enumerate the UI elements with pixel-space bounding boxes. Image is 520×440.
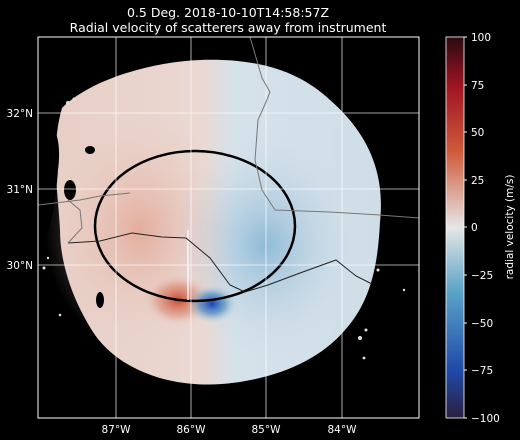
chart-title-line1: 0.5 Deg. 2018-10-10T14:58:57Z [127, 5, 329, 20]
colorbar-tick: −100 [464, 413, 500, 425]
x-axis: 87°W 86°W 85°W 84°W [102, 424, 358, 436]
colorbar-tick-label: 100 [471, 32, 491, 44]
colorbar-tick-label: −100 [471, 413, 500, 425]
plot-area [38, 37, 419, 418]
colorbar-tick-label: −75 [471, 365, 493, 377]
x-tick-label: 85°W [252, 424, 282, 436]
colorbar-tick: −25 [464, 270, 493, 282]
y-tick-label: 31°N [7, 184, 33, 196]
colorbar-tick: 0 [464, 222, 478, 234]
colorbar-tick-label: 25 [471, 175, 484, 187]
colorbar-tick: 25 [464, 175, 484, 187]
x-tick-label: 87°W [102, 424, 132, 436]
x-tick-label: 84°W [328, 424, 358, 436]
colorbar-tick-label: 75 [471, 80, 484, 92]
colorbar-tick: −75 [464, 365, 493, 377]
echo-blue-core [186, 284, 238, 324]
colorbar-gradient [446, 37, 464, 418]
colorbar-tick-label: 0 [471, 222, 478, 234]
y-tick-label: 30°N [7, 260, 33, 272]
colorbar-tick-label: −50 [471, 318, 493, 330]
y-axis: 32°N 31°N 30°N [7, 108, 33, 272]
colorbar-tick: −50 [464, 318, 493, 330]
colorbar: 100 75 50 25 0 −25 −50 −75 −100 radial v… [446, 32, 516, 425]
colorbar-ticks: 100 75 50 25 0 −25 −50 −75 −100 [464, 32, 500, 425]
colorbar-tick-label: 50 [471, 127, 484, 139]
chart-title-line2: Radial velocity of scatterers away from … [70, 20, 387, 35]
y-tick-label: 32°N [7, 108, 33, 120]
colorbar-tick: 100 [464, 32, 491, 44]
x-tick-label: 86°W [177, 424, 207, 436]
colorbar-tick-label: −25 [471, 270, 493, 282]
colorbar-tick: 75 [464, 80, 484, 92]
echo-bluewide [170, 130, 360, 360]
colorbar-label: radial velocity (m/s) [504, 175, 516, 280]
colorbar-tick: 50 [464, 127, 484, 139]
